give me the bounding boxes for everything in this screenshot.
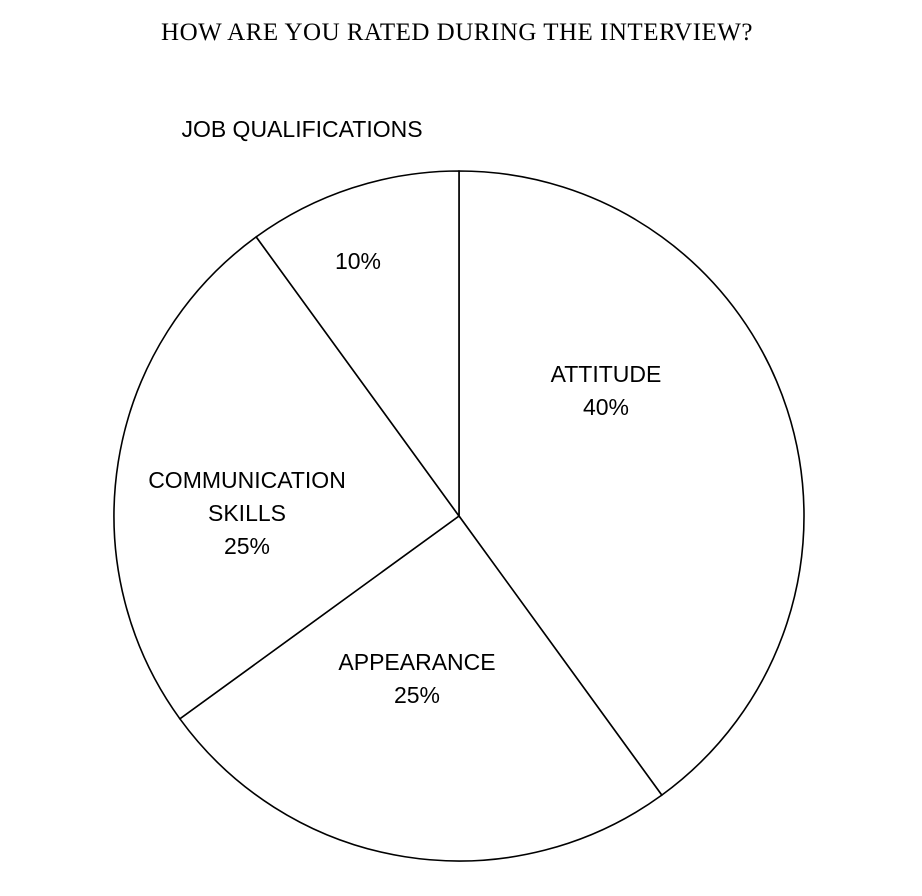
slice-value-job-qualifications: 10%: [335, 248, 381, 274]
pie-slices: [113, 170, 805, 862]
pie-slice-job-qualifications: [255, 170, 460, 519]
pie-slice-communication-skills: [113, 235, 461, 720]
slice-value-appearance: 25%: [394, 682, 440, 708]
slice-label-job-qualifications: JOB QUALIFICATIONS: [181, 116, 422, 142]
slice-value-communication-skills: 25%: [224, 533, 270, 559]
slice-labels: ATTITUDE 40% APPEARANCE 25% COMMUNICATION SKI…: [148, 116, 661, 708]
chart-title: HOW ARE YOU RATED DURING THE INTERVIEW?: [161, 19, 753, 46]
slice-value-attitude: 40%: [583, 394, 629, 420]
pie-slice-appearance: [178, 514, 663, 862]
slice-label-appearance: APPEARANCE: [338, 649, 495, 675]
pie-slice-attitude: [458, 170, 805, 797]
slice-label-attitude: ATTITUDE: [551, 361, 662, 387]
slice-label-communication-skills: COMMUNICATION: [148, 467, 346, 493]
slice-label-communication-skills: SKILLS: [208, 500, 286, 526]
